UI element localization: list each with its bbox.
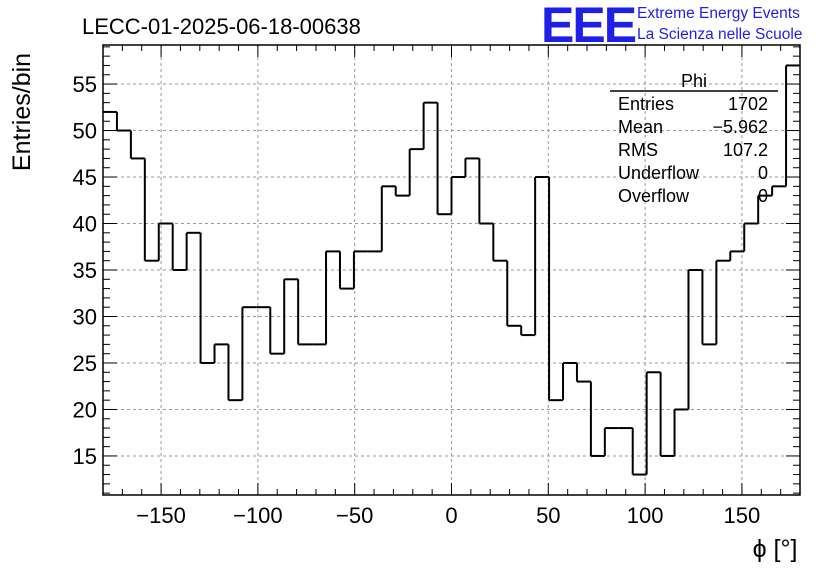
y-tick-label: 45: [73, 165, 97, 190]
stats-value-entries: 1702: [728, 94, 768, 114]
y-tick-label: 40: [73, 212, 97, 237]
x-tick-label: 150: [724, 503, 761, 528]
stats-label-entries: Entries: [618, 94, 674, 114]
stats-value-overflow: 0: [758, 186, 768, 206]
stats-label-underflow: Underflow: [618, 163, 700, 183]
y-tick-label: 35: [73, 258, 97, 283]
y-tick-label: 50: [73, 119, 97, 144]
stats-label-mean: Mean: [618, 117, 663, 137]
logo-line-2: La Scienza nelle Scuole: [637, 26, 802, 43]
histogram-layer: [103, 64, 800, 476]
y-tick-label: 55: [73, 72, 97, 97]
x-tick-label: 0: [445, 503, 457, 528]
logo-line-1: Extreme Energy Events: [637, 5, 800, 22]
x-tick-label: −150: [136, 503, 186, 528]
stats-label-rms: RMS: [618, 140, 658, 160]
x-tick-label: −100: [233, 503, 283, 528]
y-axis-label: Entries/bin: [8, 53, 36, 171]
run-title: LECC-01-2025-06-18-00638: [82, 14, 361, 39]
x-tick-label: 50: [536, 503, 560, 528]
x-axis-label: ϕ [°]: [753, 535, 798, 563]
stats-name: Phi: [681, 71, 707, 91]
y-tick-label: 30: [73, 304, 97, 329]
x-tick-label: −50: [336, 503, 373, 528]
y-tick-label: 25: [73, 351, 97, 376]
stats-value-mean: −5.962: [712, 117, 768, 137]
tick-labels: −150 −100 −50 0 50 100 150 15 20 25 30 35 40 45 50 55: [73, 72, 761, 528]
y-tick-label: 20: [73, 397, 97, 422]
stats-box: Phi Entries 1702 Mean −5.962 RMS 107.2 U…: [610, 71, 778, 206]
eee-logo: EEE: [541, 0, 636, 53]
x-tick-label: 100: [627, 503, 664, 528]
axis-ticks: [103, 45, 800, 495]
stats-value-underflow: 0: [758, 163, 768, 183]
y-tick-label: 15: [73, 444, 97, 469]
stats-value-rms: 107.2: [723, 140, 768, 160]
stats-label-overflow: Overflow: [618, 186, 690, 206]
